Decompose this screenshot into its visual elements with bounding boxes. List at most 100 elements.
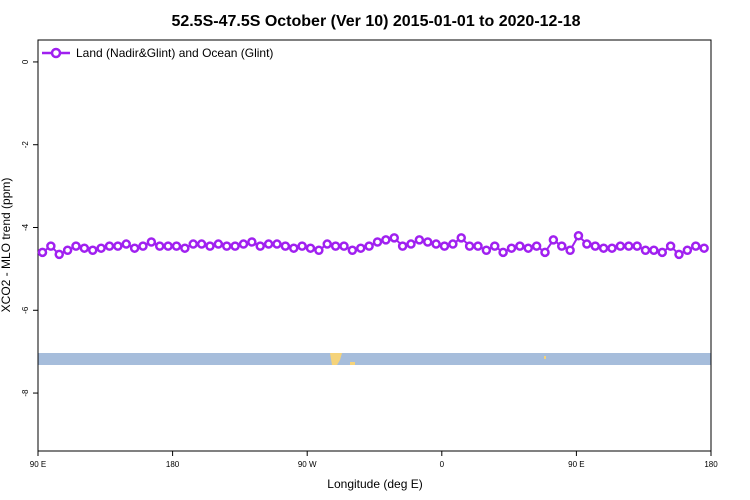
- y-tick-label: -2: [21, 141, 30, 149]
- x-tick-label: 90 E: [30, 460, 46, 469]
- data-point: [71, 241, 81, 251]
- data-point: [431, 239, 441, 249]
- data-point: [699, 243, 709, 253]
- legend-label: Land (Nadir&Glint) and Ocean (Glint): [76, 46, 273, 60]
- data-point: [439, 241, 450, 251]
- data-point: [171, 241, 182, 251]
- data-point: [531, 241, 542, 251]
- x-tick-label: 180: [166, 460, 180, 469]
- data-point: [205, 241, 215, 251]
- land-mask-strip: [38, 353, 711, 365]
- data-point: [121, 239, 131, 249]
- data-point: [565, 245, 575, 256]
- data-point: [339, 241, 349, 251]
- data-point: [221, 241, 232, 251]
- land-patch: [544, 356, 546, 359]
- x-tick-label: 180: [704, 460, 718, 469]
- data-point: [288, 243, 299, 253]
- data-point: [498, 247, 508, 258]
- data-point: [280, 241, 291, 251]
- data-point: [54, 249, 64, 260]
- legend-marker: [50, 47, 62, 59]
- land-patch: [330, 353, 342, 365]
- data-point: [297, 241, 307, 251]
- data-point: [364, 241, 374, 251]
- data-point: [188, 239, 198, 249]
- data-point: [113, 241, 123, 251]
- data-point: [464, 241, 475, 251]
- data-point: [196, 239, 207, 249]
- data-point: [272, 239, 282, 249]
- data-point: [640, 245, 651, 256]
- data-point: [540, 247, 550, 258]
- data-point: [523, 243, 533, 253]
- data-point: [163, 241, 173, 251]
- data-point: [515, 241, 525, 251]
- data-point: [96, 243, 106, 253]
- data-point: [623, 241, 634, 251]
- data-point: [154, 241, 165, 251]
- data-point: [37, 247, 48, 258]
- data-point: [615, 241, 626, 251]
- data-point: [305, 243, 316, 253]
- y-tick-label: -8: [21, 389, 30, 397]
- data-point: [548, 235, 559, 245]
- data-point: [456, 233, 466, 243]
- data-point: [213, 239, 224, 249]
- data-point: [87, 245, 98, 256]
- data-point: [146, 237, 157, 247]
- data-point: [406, 239, 416, 249]
- x-tick-label: 0: [440, 460, 445, 469]
- data-point: [263, 239, 274, 249]
- data-point: [506, 243, 517, 253]
- data-point: [255, 241, 265, 251]
- data-point: [674, 249, 684, 260]
- data-point: [389, 233, 399, 243]
- land-patch: [350, 362, 355, 365]
- data-point: [322, 239, 332, 249]
- data-point: [138, 241, 148, 251]
- data-point: [414, 235, 425, 245]
- data-point: [62, 245, 73, 256]
- data-point: [590, 241, 600, 251]
- data-point: [355, 243, 366, 253]
- x-axis-label: Longitude (deg E): [327, 477, 422, 491]
- chart-title: 52.5S-47.5S October (Ver 10) 2015-01-01 …: [171, 13, 580, 30]
- data-point: [347, 245, 358, 256]
- y-axis-label: XCO2 - MLO trend (ppm): [0, 178, 13, 313]
- x-tick-label: 90 E: [568, 460, 584, 469]
- data-point: [573, 231, 584, 241]
- data-point: [238, 239, 249, 249]
- data-point: [649, 245, 659, 256]
- data-point: [314, 245, 324, 256]
- data-point: [381, 235, 391, 245]
- data-point: [330, 241, 341, 251]
- x-tick-label: 90 W: [298, 460, 317, 469]
- data-point: [372, 237, 383, 247]
- data-point: [129, 243, 140, 253]
- data-point: [422, 237, 433, 247]
- data-point: [657, 247, 667, 258]
- data-point: [473, 241, 483, 251]
- data-point: [79, 243, 90, 253]
- data-point: [582, 239, 592, 249]
- data-point: [397, 241, 408, 251]
- data-point: [682, 245, 693, 256]
- data-point: [665, 241, 676, 251]
- data-point: [46, 241, 56, 251]
- plot-frame: [37, 39, 712, 452]
- data-point: [690, 241, 701, 251]
- data-point: [489, 241, 500, 251]
- data-point: [230, 241, 240, 251]
- y-tick-label: -6: [21, 306, 30, 314]
- data-point: [247, 237, 257, 247]
- data-point: [607, 243, 617, 253]
- y-tick-label: 0: [21, 59, 30, 64]
- data-point: [104, 241, 115, 251]
- y-tick-label: -4: [21, 223, 30, 231]
- data-point: [180, 243, 190, 253]
- data-point: [632, 241, 642, 251]
- data-point: [448, 239, 458, 249]
